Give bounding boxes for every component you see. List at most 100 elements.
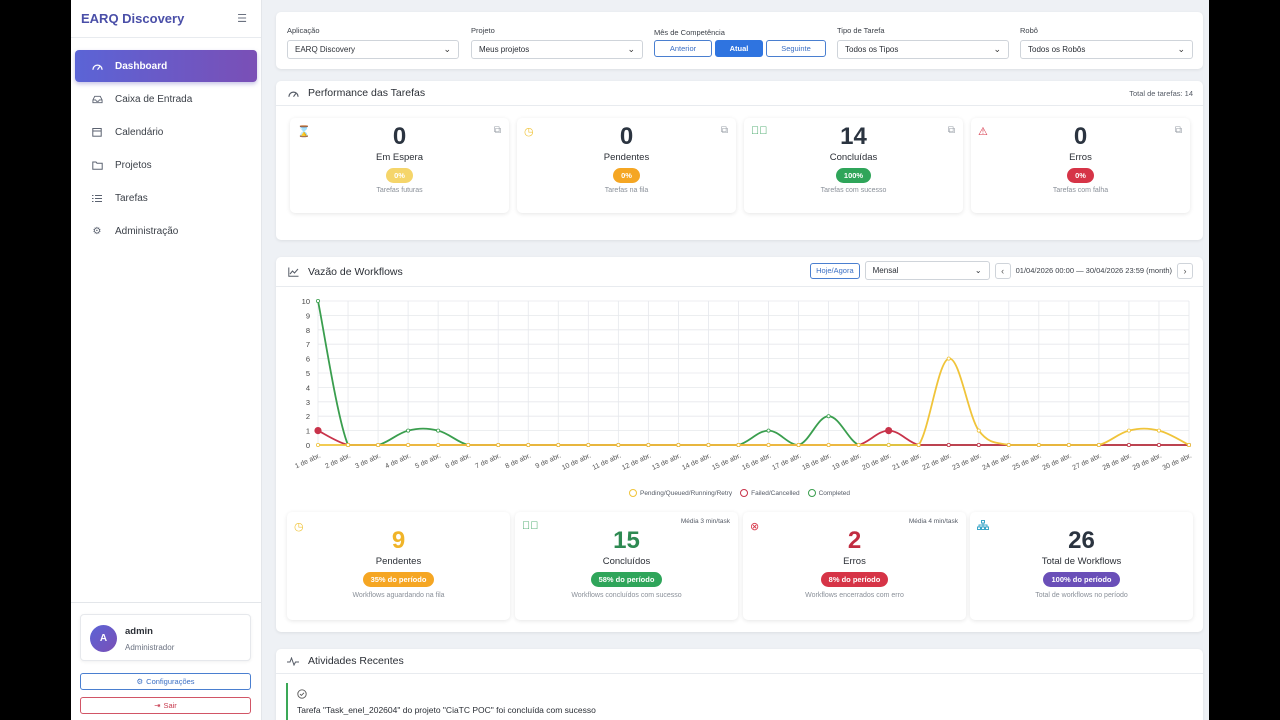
wf-badge: 35% do período	[362, 572, 435, 587]
x-tick-label: 30 de abr.	[1162, 452, 1193, 472]
wf-card-completed: ✓⃝ Média 3 min/task 15 Concluídos 58% do…	[515, 512, 738, 620]
legend-item-failed[interactable]: Failed/Cancelled	[740, 489, 800, 497]
chart-controls: Hoje/Agora Mensal ⌄ ‹ 01/04/2026 00:00 —…	[810, 261, 1193, 280]
filter-application: Aplicação EARQ Discovery ⌄	[287, 26, 459, 59]
select-value: Todos os Tipos	[845, 45, 899, 54]
menu-toggle-icon[interactable]: ☰	[237, 13, 247, 25]
data-point	[466, 442, 471, 447]
x-tick-label: 11 de abr.	[591, 452, 622, 471]
stat-card-waiting[interactable]: ⌛ ⧉ 0 Em Espera 0% Tarefas futuras	[290, 118, 509, 213]
user-name: admin	[125, 626, 153, 637]
x-tick-label: 5 de abr.	[414, 452, 442, 470]
sidebar-item-projects[interactable]: Projetos	[75, 149, 257, 181]
previous-period-button[interactable]: ‹	[994, 262, 1011, 279]
chevron-down-icon: ⌄	[627, 44, 635, 54]
workflow-throughput-panel: Vazão de Workflows Hoje/Agora Mensal ⌄ ‹…	[276, 257, 1203, 632]
gauge-icon	[89, 62, 105, 71]
sidebar-item-tasks[interactable]: Tarefas	[75, 182, 257, 214]
section-title: Performance das Tarefas	[308, 87, 426, 99]
next-period-button[interactable]: ›	[1177, 262, 1193, 279]
application-select[interactable]: EARQ Discovery ⌄	[287, 40, 459, 59]
gear-icon: ⚙	[92, 225, 102, 237]
data-point	[766, 428, 771, 433]
x-tick-label: 17 de abr.	[771, 452, 802, 472]
data-point	[556, 442, 561, 447]
x-tick-label: 7 de abr.	[474, 452, 502, 470]
stat-subtitle: Tarefas futuras	[376, 187, 423, 194]
workflow-line-chart: 0 1 2 3 4 5 6 7 8 9 10 1 de abr. 2 de abr. 3 de abr. 4…	[294, 297, 1193, 472]
stat-badge: 100%	[835, 168, 872, 183]
stat-card-pending[interactable]: ◷ ⧉ 0 Pendentes 0% Tarefas na fila	[517, 118, 736, 213]
robot-select[interactable]: Todos os Robôs ⌄	[1020, 40, 1193, 59]
section-header: Vazão de Workflows Hoje/Agora Mensal ⌄ ‹…	[276, 257, 1203, 287]
logout-button[interactable]: ⇥ Sair	[80, 697, 251, 714]
data-point	[314, 427, 322, 435]
project-select[interactable]: Meus projetos ⌄	[471, 40, 643, 59]
sidebar-item-label: Caixa de Entrada	[115, 93, 193, 105]
wf-subtitle: Workflows concluídos com sucesso	[571, 592, 682, 599]
x-tick-label: 14 de abr.	[681, 452, 712, 472]
sidebar-item-dashboard[interactable]: Dashboard	[75, 50, 257, 82]
sidebar-item-admin[interactable]: ⚙ Administração	[75, 215, 257, 247]
data-point	[1126, 428, 1131, 433]
y-tick-label: 5	[306, 369, 310, 378]
wf-value: 26	[1068, 527, 1095, 554]
hourglass-icon: ⌛	[297, 126, 311, 138]
list-icon	[89, 194, 105, 203]
sidebar-item-inbox[interactable]: Caixa de Entrada	[75, 83, 257, 115]
external-link-icon[interactable]: ⧉	[1174, 125, 1182, 136]
previous-month-button[interactable]: Anterior	[654, 40, 712, 57]
user-card[interactable]: A admin Administrador	[80, 614, 251, 661]
today-button[interactable]: Hoje/Agora	[810, 262, 860, 279]
data-point	[676, 442, 681, 447]
period-select[interactable]: Mensal ⌄	[864, 261, 990, 280]
chevron-right-icon: ›	[1183, 265, 1187, 276]
external-link-icon[interactable]: ⧉	[493, 125, 501, 136]
user-panel: A admin Administrador ⚙ Configurações ⇥ …	[71, 602, 262, 720]
y-tick-label: 3	[306, 398, 310, 407]
current-month-button[interactable]: Atual	[715, 40, 763, 57]
data-point	[1066, 442, 1071, 447]
filter-label: Aplicação	[287, 26, 320, 35]
data-point	[316, 442, 321, 447]
data-point	[856, 442, 861, 447]
data-point	[1156, 442, 1161, 447]
external-link-icon[interactable]: ⧉	[720, 125, 728, 136]
stat-label: Pendentes	[603, 152, 650, 163]
activity-item[interactable]: Tarefa "Task_enel_202604" do projeto "Ci…	[286, 683, 596, 720]
wf-card-errors: ⊗ Média 4 min/task 2 Erros 8% do período…	[743, 512, 966, 620]
settings-button[interactable]: ⚙ Configurações	[80, 673, 251, 690]
logout-button-label: Sair	[163, 701, 177, 710]
wf-subtitle: Workflows aguardando na fila	[352, 592, 445, 599]
next-month-button[interactable]: Seguinte	[766, 40, 826, 57]
y-tick-label: 9	[306, 311, 310, 320]
filter-label: Tipo de Tarefa	[837, 26, 885, 35]
x-tick-label: 13 de abr.	[651, 452, 682, 472]
stat-subtitle: Tarefas na fila	[604, 187, 649, 194]
data-point	[1187, 442, 1192, 447]
legend-item-pending[interactable]: Pending/Queued/Running/Retry	[628, 489, 732, 497]
x-tick-label: 1 de abr.	[294, 452, 322, 470]
app-window: EARQ Discovery ☰ Dashboard Caixa de Entr…	[71, 0, 1209, 720]
stat-card-errors[interactable]: ⚠ ⧉ 0 Erros 0% Tarefas com falha	[971, 118, 1190, 213]
clock-icon: ◷	[294, 521, 304, 533]
wf-subtitle: Total de workflows no período	[1035, 592, 1128, 599]
data-point	[976, 442, 981, 447]
data-point	[826, 414, 831, 419]
stat-badge: 0%	[1067, 168, 1094, 183]
recent-activities-panel: Atividades Recentes Tarefa "Task_enel_20…	[276, 649, 1203, 720]
inbox-icon	[89, 95, 105, 104]
x-tick-label: 18 de abr.	[801, 452, 832, 472]
external-link-icon[interactable]: ⧉	[947, 125, 955, 136]
x-tick-label: 24 de abr.	[981, 452, 1012, 472]
wf-label: Erros	[843, 556, 866, 567]
stat-card-completed[interactable]: ✓⃝ ⧉ 14 Concluídas 100% Tarefas com suce…	[744, 118, 963, 213]
select-value: Todos os Robôs	[1028, 45, 1086, 54]
wf-label: Concluídos	[602, 556, 651, 567]
x-tick-label: 8 de abr.	[504, 452, 532, 470]
x-tick-label: 10 de abr.	[561, 452, 592, 472]
task-type-select[interactable]: Todos os Tipos ⌄	[837, 40, 1009, 59]
sidebar-item-calendar[interactable]: Calendário	[75, 116, 257, 148]
legend-item-completed[interactable]: Completed	[807, 489, 850, 497]
chart-legend: Pending/Queued/Running/Retry Failed/Canc…	[276, 489, 1203, 497]
